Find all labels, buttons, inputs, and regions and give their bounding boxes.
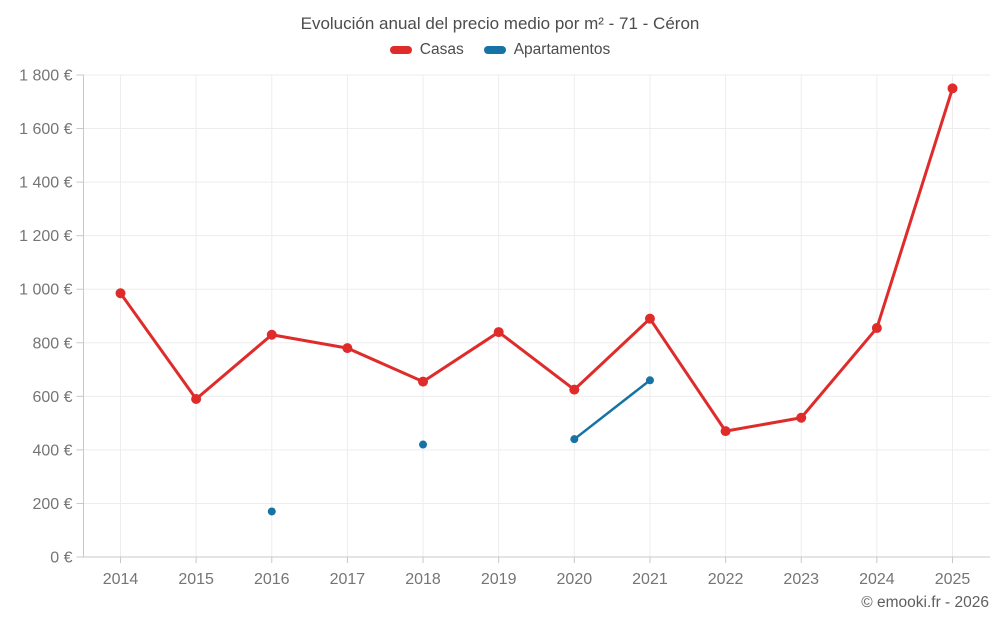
apartamentos-point-2018[interactable] bbox=[419, 440, 428, 449]
x-axis-label: 2017 bbox=[330, 571, 366, 588]
casas-line bbox=[119, 86, 954, 433]
x-axis-label: 2025 bbox=[935, 571, 971, 588]
legend-label-apartamentos: Apartamentos bbox=[513, 41, 611, 58]
casas-point-2019[interactable] bbox=[493, 327, 504, 338]
x-axis-label: 2014 bbox=[103, 571, 139, 588]
y-axis-label: 800 € bbox=[32, 335, 72, 352]
x-axis-label: 2023 bbox=[783, 571, 819, 588]
legend-label-casas: Casas bbox=[419, 41, 464, 58]
chart-title: Evolución anual del precio medio por m² … bbox=[300, 14, 700, 33]
y-axis-label: 200 € bbox=[32, 496, 72, 513]
y-axis-label: 1 000 € bbox=[19, 282, 72, 299]
casas-point-2025[interactable] bbox=[947, 83, 958, 94]
apartamentos-point-2016[interactable] bbox=[267, 507, 276, 516]
x-axis-label: 2018 bbox=[405, 571, 441, 588]
x-axis-label: 2015 bbox=[178, 571, 214, 588]
legend-swatch-casas bbox=[389, 46, 412, 54]
y-axis-label: 1 400 € bbox=[19, 175, 72, 192]
casas-point-2023[interactable] bbox=[796, 412, 807, 423]
casas-point-2021[interactable] bbox=[644, 313, 655, 324]
legend-item-apartamentos[interactable]: Apartamentos bbox=[483, 41, 611, 59]
casas-point-2018[interactable] bbox=[418, 376, 429, 387]
y-axis-label: 1 600 € bbox=[19, 121, 72, 138]
y-axis-label: 400 € bbox=[32, 442, 72, 459]
casas-point-2016[interactable] bbox=[266, 329, 277, 340]
y-gridlines bbox=[76, 74, 990, 558]
x-axis-label: 2019 bbox=[481, 571, 517, 588]
casas-point-2020[interactable] bbox=[569, 384, 580, 395]
y-axis-label: 600 € bbox=[32, 389, 72, 406]
x-axis-label: 2016 bbox=[254, 571, 290, 588]
apartamentos-point-2020[interactable] bbox=[570, 435, 579, 444]
y-axis-label: 0 € bbox=[50, 550, 72, 567]
legend-item-casas[interactable]: Casas bbox=[389, 41, 464, 59]
apartamentos-point-2021[interactable] bbox=[645, 376, 654, 385]
y-axis-label: 1 200 € bbox=[19, 228, 72, 245]
apartamentos-points bbox=[267, 376, 654, 516]
y-axis-labels: 0 € 200 € 400 € 600 € 800 € 1 000 € 1 200 € 1 4… bbox=[19, 68, 72, 567]
casas-points bbox=[115, 83, 958, 437]
x-gridlines bbox=[120, 75, 953, 563]
casas-point-2015[interactable] bbox=[191, 394, 202, 405]
apartamentos-line bbox=[573, 379, 652, 441]
attribution-text: © emooki.fr - 2026 bbox=[861, 594, 989, 611]
chart-legend: Casas Apartamentos bbox=[0, 41, 1000, 59]
casas-point-2022[interactable] bbox=[720, 426, 731, 437]
axes bbox=[83, 75, 990, 558]
legend-swatch-apartamentos bbox=[483, 46, 506, 54]
casas-point-2024[interactable] bbox=[871, 323, 882, 334]
casas-point-2014[interactable] bbox=[115, 288, 126, 299]
x-axis-labels: 2014 2015 2016 2017 2018 2019 2020 2021 2022 2023… bbox=[103, 571, 971, 588]
casas-point-2017[interactable] bbox=[342, 343, 353, 354]
x-axis-label: 2022 bbox=[708, 571, 744, 588]
x-axis-label: 2024 bbox=[859, 571, 895, 588]
y-axis-label: 1 800 € bbox=[19, 68, 72, 85]
x-axis-label: 2021 bbox=[632, 571, 668, 588]
x-axis-label: 2020 bbox=[557, 571, 593, 588]
